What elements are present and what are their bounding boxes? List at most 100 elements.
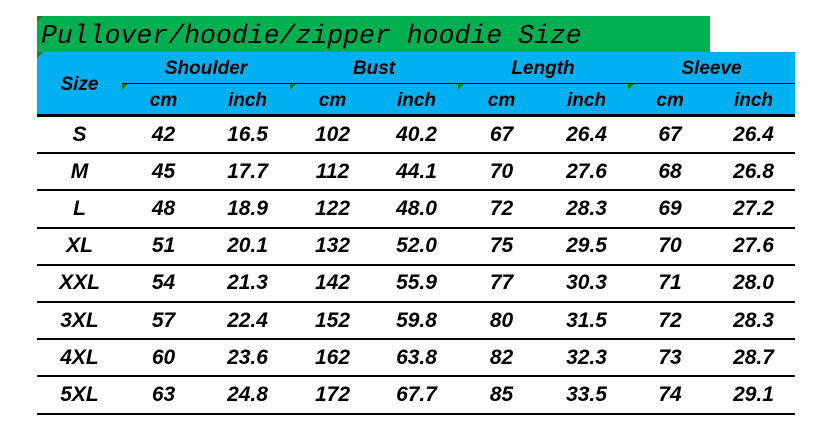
cell-length-cm: 85 [458,375,545,415]
cell-length-inch: 32.3 [545,338,628,377]
table-row: XXL 54 21.3 142 55.9 77 30.3 71 28.0 [37,263,795,302]
cell-length-cm: 82 [458,338,545,377]
unit-inch: inch [396,90,437,111]
table-row: L 48 18.9 122 48.0 72 28.3 69 27.2 [37,189,795,228]
header-sleeve: Sleeve [681,58,742,79]
cell-sleeve-cm: 74 [628,375,712,415]
cell-size: 4XL [37,338,122,377]
table-row: XL 51 20.1 132 52.0 75 29.5 70 27.6 [37,226,795,265]
cell-bust-inch: 55.9 [375,263,458,302]
header-size: Size [60,74,99,95]
cell-shoulder-inch: 23.6 [205,338,290,377]
cell-bust-cm: 142 [290,263,375,302]
cell-shoulder-inch: 22.4 [205,300,290,340]
cell-sleeve-cm: 73 [628,338,712,377]
cell-shoulder-inch: 16.5 [205,114,290,154]
table-row: 5XL 63 24.8 172 67.7 85 33.5 74 29.1 [37,375,795,415]
table-row: 4XL 60 23.6 162 63.8 82 32.3 73 28.7 [37,338,795,377]
header-divider [122,83,795,84]
cell-sleeve-inch: 28.3 [712,300,795,340]
cell-length-inch: 28.3 [545,189,628,228]
cell-sleeve-inch: 27.2 [712,189,795,228]
cell-size: L [37,189,122,228]
cell-sleeve-cm: 71 [628,263,712,302]
cell-shoulder-cm: 60 [122,338,205,377]
cell-bust-cm: 132 [290,226,375,265]
cell-size: XL [37,226,122,265]
cell-shoulder-cm: 54 [122,263,205,302]
cell-sleeve-cm: 70 [628,226,712,265]
cell-bust-inch: 59.8 [375,300,458,340]
table-row: S 42 16.5 102 40.2 67 26.4 67 26.4 [37,114,795,154]
cell-size: XXL [37,263,122,302]
cell-length-cm: 70 [458,152,545,191]
cell-length-inch: 31.5 [545,300,628,340]
cell-bust-inch: 67.7 [375,375,458,415]
cell-sleeve-inch: 29.1 [712,375,795,415]
cell-length-inch: 27.6 [545,152,628,191]
cell-size: M [37,152,122,191]
cell-sleeve-inch: 26.8 [712,152,795,191]
table-header: Size Shoulder Bust Length Sleeve cm inch… [37,52,795,114]
cell-sleeve-cm: 69 [628,189,712,228]
table-row: 3XL 57 22.4 152 59.8 80 31.5 72 28.3 [37,300,795,340]
cell-shoulder-inch: 20.1 [205,226,290,265]
cell-bust-inch: 52.0 [375,226,458,265]
table-row: M 45 17.7 112 44.1 70 27.6 68 26.8 [37,152,795,191]
header-bust: Bust [352,58,396,79]
cell-bust-cm: 122 [290,189,375,228]
unit-inch: inch [566,90,607,111]
cell-length-inch: 29.5 [545,226,628,265]
cell-bust-cm: 152 [290,300,375,340]
cell-marker [37,16,43,22]
cell-marker [122,84,128,90]
cell-bust-inch: 48.0 [375,189,458,228]
cell-bust-inch: 63.8 [375,338,458,377]
cell-sleeve-inch: 28.0 [712,263,795,302]
cell-sleeve-cm: 68 [628,152,712,191]
cell-sleeve-cm: 72 [628,300,712,340]
cell-bust-cm: 112 [290,152,375,191]
header-shoulder: Shoulder [164,58,248,79]
cell-size: 3XL [37,300,122,340]
cell-length-cm: 72 [458,189,545,228]
cell-bust-cm: 162 [290,338,375,377]
cell-shoulder-inch: 21.3 [205,263,290,302]
cell-length-cm: 80 [458,300,545,340]
unit-cm: cm [318,90,347,111]
cell-size: 5XL [37,375,122,415]
cell-shoulder-cm: 63 [122,375,205,415]
cell-marker [37,52,43,58]
unit-cm: cm [487,90,516,111]
size-table: S 42 16.5 102 40.2 67 26.4 67 26.4 M 45 17.7 112 44.1… [37,114,795,415]
cell-size: S [37,114,122,154]
cell-marker [290,84,296,90]
unit-inch: inch [227,90,268,111]
cell-length-cm: 67 [458,114,545,154]
cell-bust-cm: 102 [290,114,375,154]
cell-length-inch: 26.4 [545,114,628,154]
cell-shoulder-cm: 48 [122,189,205,228]
cell-shoulder-inch: 17.7 [205,152,290,191]
cell-bust-inch: 44.1 [375,152,458,191]
cell-sleeve-cm: 67 [628,114,712,154]
cell-shoulder-cm: 45 [122,152,205,191]
cell-length-cm: 77 [458,263,545,302]
cell-bust-cm: 172 [290,375,375,415]
cell-length-inch: 30.3 [545,263,628,302]
cell-marker [458,84,464,90]
cell-shoulder-inch: 24.8 [205,375,290,415]
cell-shoulder-cm: 57 [122,300,205,340]
cell-length-inch: 33.5 [545,375,628,415]
cell-marker [628,84,634,90]
cell-sleeve-inch: 27.6 [712,226,795,265]
cell-shoulder-inch: 18.9 [205,189,290,228]
header-length: Length [511,58,575,79]
cell-shoulder-cm: 42 [122,114,205,154]
cell-sleeve-inch: 28.7 [712,338,795,377]
unit-inch: inch [733,90,774,111]
cell-shoulder-cm: 51 [122,226,205,265]
chart-title: Pullover/hoodie/zipper hoodie Size [37,16,710,52]
cell-bust-inch: 40.2 [375,114,458,154]
cell-sleeve-inch: 26.4 [712,114,795,154]
